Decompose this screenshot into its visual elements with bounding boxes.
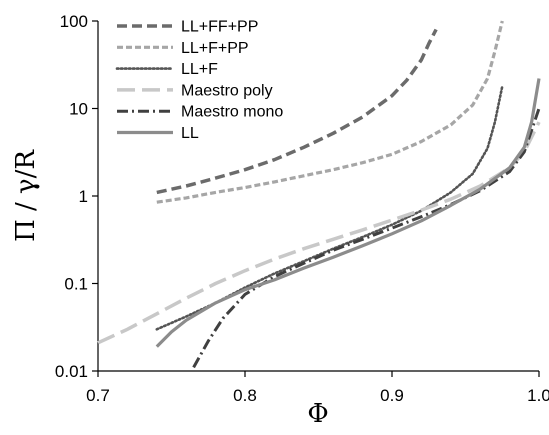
x-tick-label: 0.7 [86,386,110,405]
series-line-ll [155,78,541,348]
series-line-maestro-poly [97,121,541,345]
legend-label: Maestro mono [181,104,283,121]
x-tick-label: 1.0 [527,386,549,405]
legend-label: LL+F+PP [181,40,249,57]
y-tick-label: 10 [69,100,88,119]
x-tick-label: 0.9 [380,386,404,405]
legend: LL+FF+PP LL+F+PP LL+F Maestro poly Maestro m… [115,19,283,142]
series-lines [97,20,541,369]
series-line-ll-f [155,84,504,331]
x-tick-label: 0.8 [233,386,257,405]
legend-label: LL [181,125,199,142]
legend-label: LL+FF+PP [181,19,258,36]
series-line-maestro-mono [192,108,541,369]
y-tick-label: 0.1 [64,275,88,294]
y-tick-label: 100 [60,12,88,31]
ticks: 0.7 0.8 0.9 1.0 0.01 0.1 1 10 100 [55,12,549,405]
y-axis-label: Π / γ/R [11,149,41,242]
y-tick-label: 0.01 [55,362,88,381]
y-tick-label: 1 [79,187,88,206]
x-axis-label: Φ [307,399,328,429]
series-line-ll-f-pp [156,20,504,204]
legend-label: Maestro poly [181,82,273,99]
legend-label: LL+F [181,61,218,78]
axes [97,21,539,372]
series-line-ll-ff-pp [156,28,438,195]
